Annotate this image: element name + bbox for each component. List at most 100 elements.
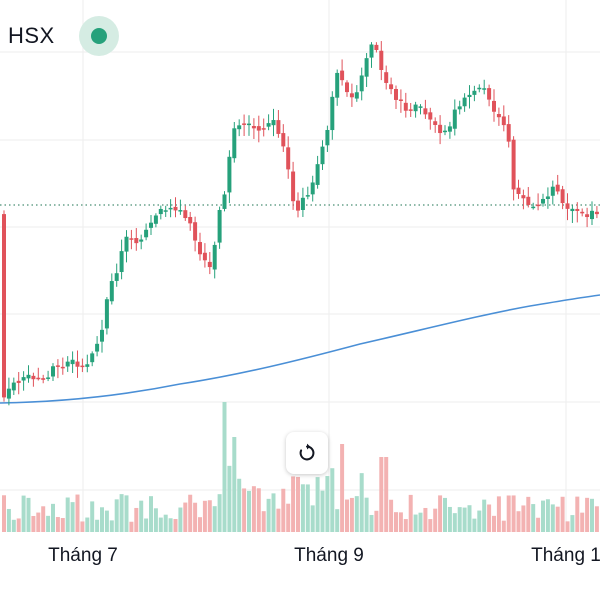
volume-bar — [75, 494, 80, 532]
volume-bar — [384, 457, 389, 532]
chart-header: HSX — [0, 14, 119, 58]
candle-body — [428, 112, 433, 120]
volume-bar — [173, 518, 178, 532]
candle-body — [41, 378, 46, 380]
candle-body — [271, 120, 276, 126]
volume-bar — [281, 488, 286, 532]
candle-body — [305, 195, 310, 197]
candle-body — [511, 139, 516, 190]
candle-body — [222, 194, 227, 209]
volume-bar — [202, 500, 207, 532]
volume-bars — [2, 402, 599, 532]
candle-body — [75, 361, 80, 367]
candle-body — [134, 238, 139, 244]
volume-bar — [438, 495, 443, 532]
candle-body — [472, 90, 477, 95]
candle-body — [168, 207, 173, 210]
volume-bar — [183, 502, 188, 532]
candle-body — [158, 208, 163, 215]
candle-body — [266, 123, 271, 127]
volume-bar — [330, 468, 335, 532]
volume-bar — [217, 494, 222, 532]
volume-bar — [570, 515, 575, 532]
volume-bar — [163, 514, 168, 532]
volume-bar — [222, 402, 227, 532]
volume-bar — [158, 517, 163, 532]
candle-body — [433, 121, 438, 125]
volume-bar — [428, 519, 433, 532]
volume-bar — [80, 521, 85, 532]
volume-bar — [354, 496, 359, 532]
volume-bar — [457, 507, 462, 532]
candle-body — [6, 388, 11, 399]
volume-bar — [144, 518, 149, 532]
candle-body — [11, 382, 16, 391]
volume-bar — [232, 437, 237, 532]
volume-bar — [521, 505, 526, 532]
volume-bar — [403, 519, 408, 532]
reset-chart-button[interactable] — [286, 432, 328, 474]
candle-body — [26, 374, 31, 379]
volume-bar — [21, 495, 26, 532]
volume-bar — [85, 517, 90, 532]
candle-body — [173, 206, 178, 211]
candle-body — [443, 130, 447, 133]
candle-body — [413, 104, 418, 112]
volume-bar — [447, 506, 452, 532]
candle-body — [550, 186, 555, 196]
volume-bar — [467, 505, 472, 532]
x-tick-label: Tháng 7 — [48, 545, 118, 566]
volume-bar — [320, 490, 325, 532]
candle-body — [531, 206, 536, 209]
candle-body — [124, 236, 129, 252]
candle-body — [403, 102, 408, 111]
candle-body — [251, 125, 256, 129]
candle-body — [51, 366, 55, 377]
volume-bar — [398, 512, 403, 532]
volume-bar — [266, 498, 271, 532]
candle-body — [325, 129, 330, 146]
candle-body — [70, 359, 75, 365]
candle-body — [369, 44, 374, 58]
volume-bar — [349, 497, 354, 532]
volume-bar — [31, 515, 36, 532]
status-dot-icon — [90, 28, 107, 44]
volume-bar — [364, 497, 369, 532]
volume-bar — [276, 508, 281, 532]
candle-body — [545, 196, 550, 199]
volume-bar — [41, 506, 46, 532]
candle-body — [389, 84, 394, 90]
volume-bar — [11, 519, 16, 532]
candle-body — [188, 217, 193, 224]
volume-bar — [433, 508, 438, 532]
volume-bar — [545, 499, 550, 532]
candle-body — [207, 261, 212, 268]
volume-bar — [496, 496, 501, 532]
candle-body — [256, 126, 261, 131]
volume-bar — [247, 490, 251, 532]
volume-bar — [359, 473, 364, 532]
candle-body — [36, 377, 41, 380]
candle-body — [217, 209, 222, 243]
candle-body — [560, 189, 565, 204]
candle-body — [408, 109, 413, 111]
volume-bar — [193, 502, 198, 532]
candle-body — [526, 196, 531, 205]
candle-body — [163, 210, 168, 212]
candle-body — [565, 203, 570, 209]
volume-bar — [369, 514, 374, 532]
volume-bar — [286, 503, 291, 532]
volume-bar — [114, 499, 119, 532]
volume-bar — [90, 501, 95, 532]
reset-rotate-icon — [299, 443, 315, 461]
volume-bar — [16, 518, 21, 532]
volume-bar — [124, 495, 129, 532]
volume-bar — [580, 512, 585, 532]
candle-body — [335, 72, 340, 98]
candle-body — [536, 204, 541, 207]
volume-bar — [26, 497, 31, 532]
candle-body — [330, 96, 335, 131]
volume-bar — [100, 507, 104, 532]
